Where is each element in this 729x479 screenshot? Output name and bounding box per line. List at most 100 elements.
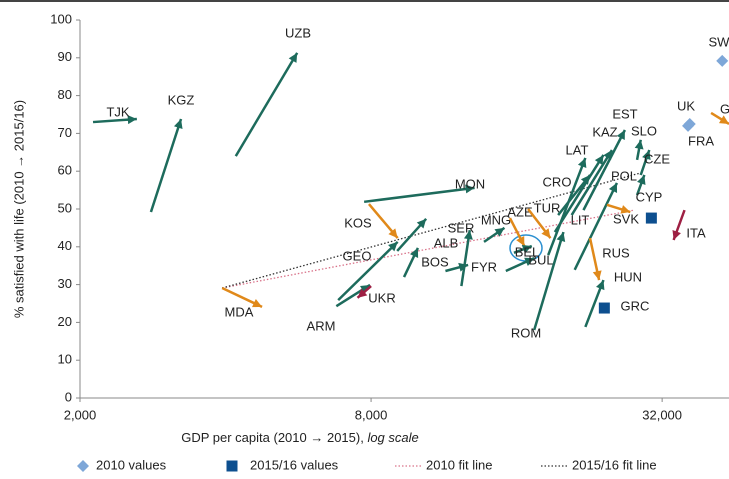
country-label: LIT: [571, 212, 590, 227]
country-label: SER: [448, 220, 475, 235]
arrow-head: [388, 228, 398, 239]
arrow-head: [580, 174, 591, 185]
arrow-head: [458, 262, 469, 272]
arrow-head: [672, 229, 681, 240]
y-tick-label: 60: [58, 163, 72, 178]
country-label: KAZ: [592, 124, 617, 139]
legend-marker-2010: [77, 460, 89, 472]
y-tick-label: 0: [65, 389, 72, 404]
y-axis-label: % satisfied with life (2010 → 2015/16): [11, 100, 26, 318]
country-label: FRA: [688, 133, 714, 148]
arrow-head: [642, 150, 651, 161]
country-label: GEO: [343, 248, 372, 263]
country-label: BEL: [515, 244, 540, 259]
country-label: TJK: [106, 104, 129, 119]
country-label: SVK: [613, 211, 639, 226]
arrow-head: [388, 241, 398, 252]
country-label: KGZ: [168, 92, 195, 107]
country-label: CYP: [636, 189, 663, 204]
y-tick-label: 10: [58, 352, 72, 367]
arrow: [570, 149, 614, 216]
arrow-head: [596, 280, 605, 291]
country-label: HUN: [614, 269, 642, 284]
arrow: [547, 157, 587, 256]
arrow-head: [463, 230, 473, 240]
country-label: CRO: [543, 174, 572, 189]
arrow-head: [603, 150, 612, 161]
marker-2010: [682, 119, 695, 132]
x-axis-label: GDP per capita (2010 → 2015), log scale: [181, 430, 419, 445]
country-label: SW: [709, 34, 729, 49]
fit-line: [221, 172, 641, 289]
country-label: GRC: [621, 298, 650, 313]
arrow-head: [409, 247, 419, 258]
arrow-head: [577, 157, 587, 168]
arrow-head: [127, 115, 137, 125]
y-tick-label: 90: [58, 49, 72, 64]
y-tick-label: 50: [58, 200, 72, 215]
y-tick-label: 30: [58, 276, 72, 291]
arrow: [553, 154, 605, 233]
marker-2010: [716, 54, 729, 67]
y-tick-label: 80: [58, 87, 72, 102]
country-label: BOS: [421, 254, 449, 269]
country-label: BUL: [528, 252, 553, 267]
country-label: AZE: [507, 204, 533, 219]
country-label: ITA: [686, 225, 706, 240]
arrow-head: [608, 182, 618, 193]
country-label: UKR: [368, 290, 395, 305]
arrow-head: [360, 284, 371, 294]
arrow: [573, 182, 619, 271]
country-label: UZB: [285, 25, 311, 40]
country-label: CZE: [644, 151, 670, 166]
country-label: MON: [455, 176, 485, 191]
arrow-head: [516, 235, 525, 247]
arrow: [337, 240, 399, 301]
arrow-head: [251, 298, 263, 308]
arrow-head: [594, 154, 604, 165]
arrow: [149, 118, 183, 213]
country-label: TUR: [534, 200, 561, 215]
arrow-head: [634, 139, 644, 150]
country-label: SLO: [631, 123, 657, 138]
x-axis-label-main: GDP per capita (2010 → 2015),: [181, 430, 367, 445]
arrow: [582, 129, 627, 211]
arrow: [234, 52, 299, 157]
legend-label: 2015/16 values: [250, 457, 339, 472]
country-label: ARM: [307, 318, 336, 333]
arrow-head: [592, 270, 602, 281]
arrow-head: [556, 232, 566, 242]
arrow-head: [416, 218, 427, 229]
legend-label: 2010 fit line: [426, 457, 493, 472]
x-tick-label: 2,000: [64, 407, 97, 422]
arrow-head: [465, 184, 475, 194]
arrow-head: [357, 288, 368, 298]
country-label: LAT: [566, 142, 589, 157]
country-label: RUS: [602, 245, 630, 260]
arrow-head: [637, 174, 646, 185]
country-label: MNG: [481, 212, 511, 227]
arrow-head: [521, 245, 532, 254]
arrow-head: [288, 52, 298, 63]
y-tick-label: 20: [58, 314, 72, 329]
arrow-head: [718, 115, 729, 124]
country-label: ROM: [511, 325, 541, 340]
legend-label: 2015/16 fit line: [572, 457, 657, 472]
arrow: [460, 229, 471, 287]
y-tick-label: 40: [58, 238, 72, 253]
arrow-head: [494, 227, 505, 237]
legend-marker-2015: [226, 460, 238, 472]
x-tick-label: 32,000: [642, 407, 682, 422]
marker-2015: [645, 212, 657, 224]
country-label: G: [720, 101, 729, 116]
country-label: UK: [677, 98, 695, 113]
arrow-head: [616, 129, 625, 141]
arrow-head: [541, 228, 551, 239]
country-label: EST: [612, 106, 637, 121]
x-tick-label: 8,000: [355, 407, 388, 422]
arrow: [533, 231, 565, 331]
y-tick-label: 70: [58, 125, 72, 140]
y-tick-label: 100: [50, 11, 72, 26]
country-label: ALB: [434, 235, 459, 250]
